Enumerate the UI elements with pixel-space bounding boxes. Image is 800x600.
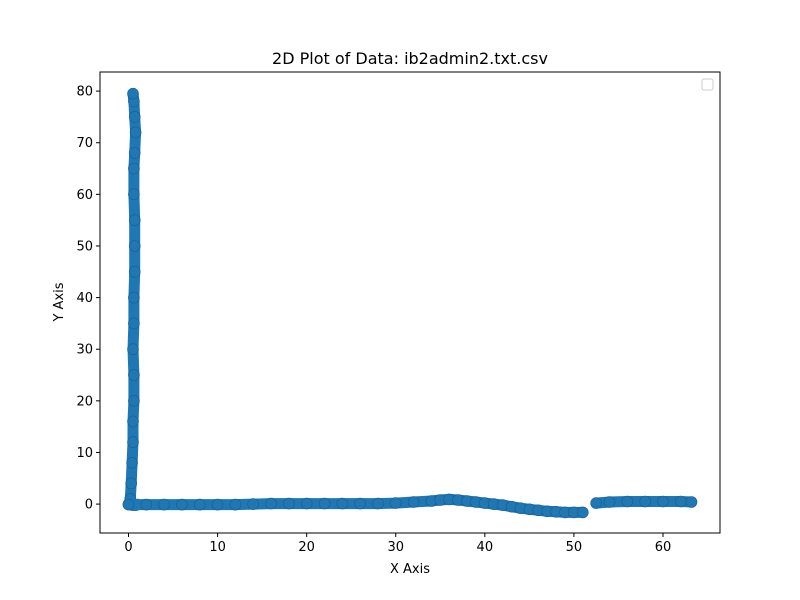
data-point (247, 498, 259, 510)
plot-area (122, 87, 698, 519)
data-point (300, 497, 313, 510)
data-point (128, 317, 140, 330)
y-tick-label: 0 (85, 498, 93, 513)
data-point (125, 477, 137, 490)
x-tick-label: 40 (477, 540, 494, 555)
axes-frame (99, 71, 721, 534)
data-point (590, 497, 603, 509)
y-tick-label: 60 (76, 188, 93, 203)
x-axis-label: X Axis (390, 562, 430, 577)
data-point (128, 147, 141, 159)
data-point (128, 162, 140, 175)
x-tick-label: 50 (566, 540, 583, 555)
data-point (158, 498, 170, 511)
data-point (194, 498, 206, 511)
data-point (407, 496, 420, 508)
data-point (283, 497, 295, 510)
x-tick-label: 30 (387, 540, 404, 555)
data-point (128, 188, 140, 201)
data-point (318, 497, 331, 510)
y-tick-label: 40 (76, 291, 93, 306)
data-point (126, 456, 138, 469)
data-point (685, 496, 698, 508)
data-point (127, 436, 139, 448)
y-axis: 0 10 20 30 40 50 60 70 80 (76, 85, 100, 513)
data-point (128, 240, 141, 252)
data-point (127, 87, 139, 100)
data-point (129, 126, 142, 139)
data-point (128, 394, 140, 407)
data-point (176, 498, 188, 511)
chart-title: 2D Plot of Data: ib2admin2.txt.csv (272, 49, 548, 68)
data-point (354, 497, 366, 510)
data-point (639, 495, 652, 508)
y-tick-label: 50 (76, 239, 93, 254)
data-point (372, 497, 384, 510)
y-tick-label: 10 (76, 446, 93, 461)
data-point (603, 496, 616, 508)
data-point (657, 495, 669, 508)
data-point (127, 343, 139, 356)
x-tick-label: 10 (209, 540, 226, 555)
y-tick-label: 80 (76, 85, 93, 100)
data-point (122, 498, 135, 511)
y-axis-label: Y Axis (52, 282, 67, 322)
legend-box (701, 78, 714, 91)
data-point (128, 265, 141, 278)
data-point (128, 369, 140, 381)
data-point (265, 497, 277, 510)
data-point (621, 495, 634, 508)
data-point (674, 495, 687, 508)
data-point (389, 497, 402, 509)
y-tick-label: 20 (76, 394, 93, 409)
x-tick-label: 0 (124, 540, 132, 555)
data-point (128, 214, 141, 226)
data-point (128, 291, 140, 304)
data-point (140, 498, 153, 511)
y-tick-label: 70 (76, 136, 93, 151)
data-point (576, 506, 589, 519)
data-point (128, 111, 141, 123)
x-tick-label: 60 (655, 540, 672, 555)
x-axis: 0 10 20 30 40 50 60 (124, 533, 671, 555)
data-point (336, 497, 349, 510)
x-tick-label: 20 (298, 540, 315, 555)
data-point (127, 415, 139, 428)
data-point (211, 498, 224, 511)
y-tick-label: 30 (76, 343, 93, 358)
data-point (229, 498, 242, 511)
